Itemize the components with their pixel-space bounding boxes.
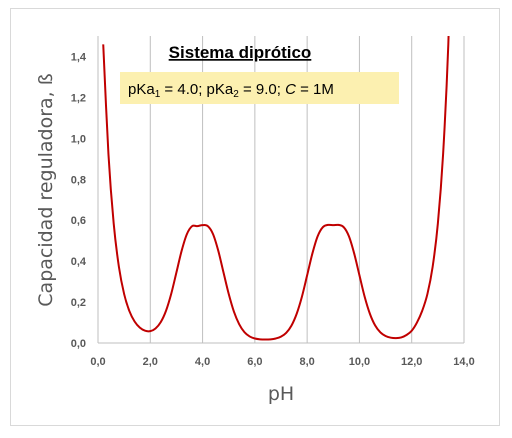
y-tick-labels: 0,0 0,2 0,4 0,6 0,8 1,0 1,2 1,4 bbox=[71, 51, 87, 350]
x-tick-label: 14,0 bbox=[453, 356, 474, 368]
x-tick-label: 6,0 bbox=[247, 356, 262, 368]
annotation-box bbox=[120, 72, 399, 104]
chart-title: Sistema diprótico bbox=[169, 43, 312, 62]
x-axis-label: pH bbox=[268, 383, 294, 405]
annotation-part: = 9.0; bbox=[239, 81, 285, 98]
y-tick-label: 0,4 bbox=[71, 256, 87, 268]
annotation-part: 1 bbox=[155, 89, 161, 100]
y-axis-label: Capacidad reguladora, ß bbox=[35, 73, 57, 306]
y-tick-label: 0,2 bbox=[71, 297, 86, 309]
x-tick-label: 10,0 bbox=[349, 356, 370, 368]
annotation-part: = 1M bbox=[296, 81, 334, 98]
x-tick-label: 4,0 bbox=[195, 356, 210, 368]
x-tick-label: 12,0 bbox=[401, 356, 422, 368]
y-tick-label: 1,0 bbox=[71, 133, 86, 145]
pka-annotation: pKa1 = 4.0; pKa2 = 9.0; C = 1M bbox=[128, 81, 334, 100]
annotation-part: 2 bbox=[233, 89, 239, 100]
annotation-part: = 4.0; pKa bbox=[160, 81, 234, 98]
series-group bbox=[102, 36, 450, 341]
x-tick-labels: 0,0 2,0 4,0 6,0 8,0 10,0 12,0 14,0 bbox=[90, 356, 474, 368]
x-tick-label: 2,0 bbox=[143, 356, 158, 368]
annotation-part: pKa bbox=[128, 81, 155, 98]
y-tick-label: 0,8 bbox=[71, 174, 86, 186]
annotation-part: C bbox=[285, 81, 296, 98]
x-tick-label: 8,0 bbox=[299, 356, 314, 368]
y-tick-label: 1,4 bbox=[71, 51, 87, 63]
x-tick-label: 0,0 bbox=[90, 356, 105, 368]
y-tick-label: 0,0 bbox=[71, 338, 86, 350]
y-tick-label: 0,6 bbox=[71, 215, 86, 227]
axes bbox=[97, 36, 464, 344]
y-tick-label: 1,2 bbox=[71, 92, 86, 104]
buffer-capacity-line bbox=[102, 36, 450, 341]
